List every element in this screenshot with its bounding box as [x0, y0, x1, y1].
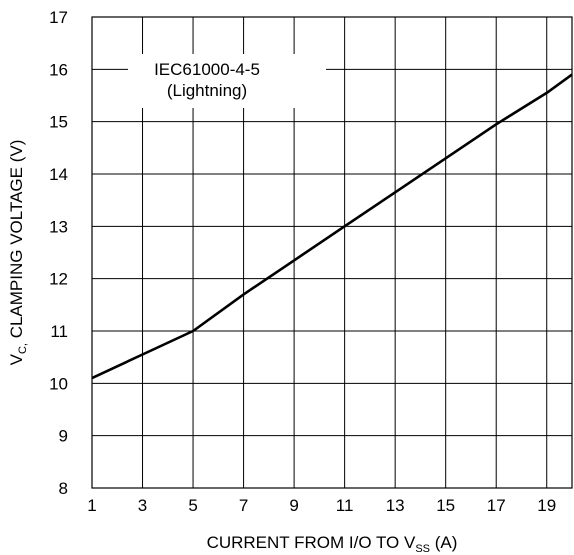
x-tick-label: 7: [239, 496, 248, 515]
annotation: IEC61000-4-5 (Lightning): [154, 60, 260, 100]
x-tick-label: 15: [436, 496, 455, 515]
x-tick-label: 19: [537, 496, 556, 515]
y-tick-label: 11: [50, 322, 68, 341]
plot-frame: [91, 16, 573, 489]
annotation-line: IEC61000-4-5: [154, 60, 260, 79]
x-axis-label-subscript: SS: [415, 543, 430, 555]
y-tick-label: 15: [49, 113, 68, 132]
x-axis-label-main: CURRENT FROM I/O TO V: [207, 533, 416, 552]
x-tick-label: 11: [336, 496, 354, 515]
x-tick-label: 3: [138, 496, 147, 515]
x-tick-label: 9: [289, 496, 298, 515]
y-tick-label: 16: [49, 60, 68, 79]
x-axis-label-tail: (A): [430, 533, 457, 552]
y-tick-label: 9: [59, 427, 68, 446]
y-axis-label-main: V: [7, 353, 26, 365]
y-axis-label-tail: CLAMPING VOLTAGE (V): [7, 140, 26, 343]
series-layer: [91, 73, 573, 380]
y-axis-label: VC, CLAMPING VOLTAGE (V): [7, 140, 29, 366]
y-tick-label: 14: [49, 165, 68, 184]
y-tick-label: 8: [59, 479, 68, 498]
y-tick-label: 10: [49, 374, 68, 393]
x-tick-label: 13: [386, 496, 405, 515]
y-tick-label: 13: [49, 217, 68, 236]
x-tick-label: 5: [188, 496, 197, 515]
y-axis-label-subscript: C,: [17, 343, 29, 354]
x-axis-label: CURRENT FROM I/O TO VSS (A): [207, 533, 458, 555]
y-tick-label: 12: [49, 270, 68, 289]
x-tick-label: 1: [87, 496, 96, 515]
annotation-background: [128, 54, 326, 108]
y-tick-label: 17: [49, 8, 68, 27]
annotation-line: (Lightning): [167, 81, 247, 100]
x-tick-label: 17: [487, 496, 506, 515]
series-line: [91, 73, 573, 380]
